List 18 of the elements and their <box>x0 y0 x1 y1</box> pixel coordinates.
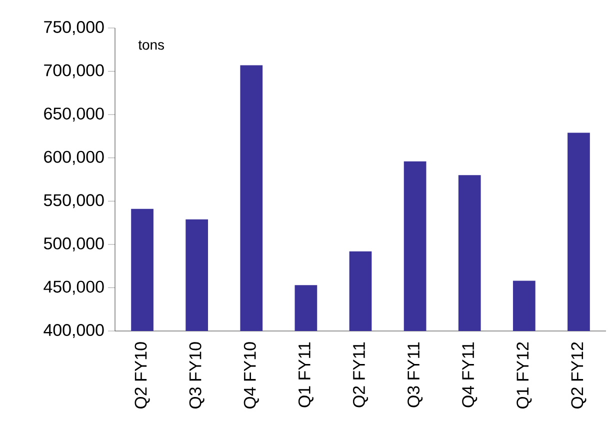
y-tick-label: 550,000 <box>44 194 104 208</box>
x-tick-label: Q4 FY11 <box>462 342 478 408</box>
x-tick-label: Q3 FY10 <box>189 342 204 408</box>
x-tick-label: Q2 FY12 <box>571 342 586 408</box>
y-tick-label: 650,000 <box>44 108 104 122</box>
y-tick-label: 500,000 <box>44 237 104 252</box>
y-tick-label: 700,000 <box>44 64 104 78</box>
y-tick-label: 600,000 <box>44 150 104 165</box>
x-tick-label: Q3 FY11 <box>408 342 423 408</box>
x-tick-label: Q1 FY12 <box>516 342 532 408</box>
x-tick-label: Q2 FY11 <box>352 342 368 408</box>
annotation: tons <box>138 40 164 50</box>
x-tick-label: Q2 FY10 <box>134 342 150 408</box>
x-tick-label: Q1 FY11 <box>298 342 314 408</box>
y-tick-label: 750,000 <box>44 21 104 35</box>
y-tick-label: 400,000 <box>44 324 104 338</box>
x-tick-label: Q4 FY10 <box>244 342 259 408</box>
y-tick-label: 450,000 <box>44 280 104 295</box>
